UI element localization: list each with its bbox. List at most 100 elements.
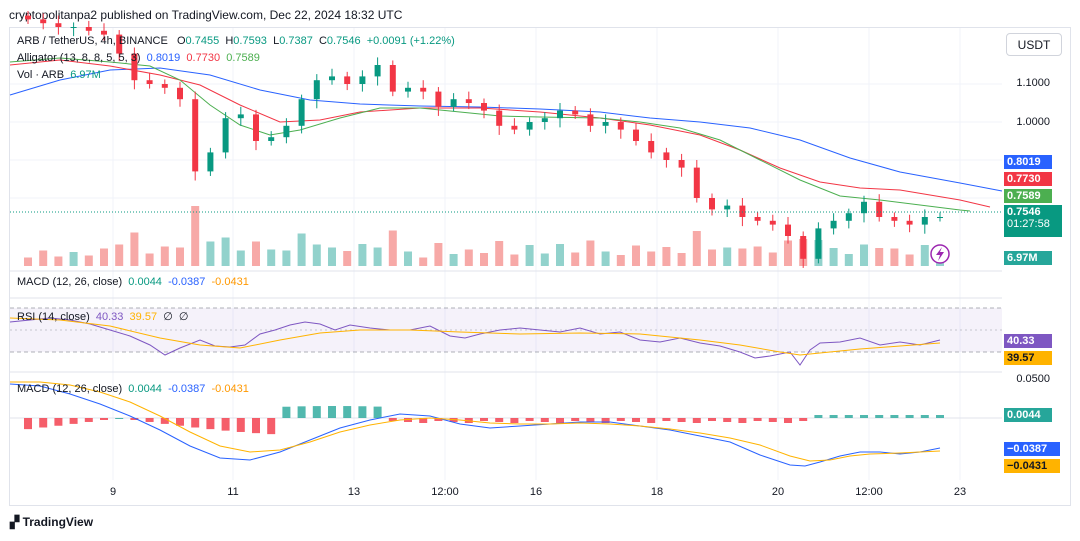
histogram-bar: [267, 418, 276, 435]
macd-hist-tag: 0.0044: [1004, 408, 1052, 422]
candle-body: [830, 220, 837, 229]
volume-bar: [677, 253, 686, 266]
candle-body: [891, 217, 898, 221]
candle-body: [161, 84, 168, 88]
tradingview-logo[interactable]: ▞ TradingView: [10, 515, 93, 529]
rsi-legend[interactable]: RSI (14, close) 40.33 39.57 ∅ ∅: [17, 311, 189, 323]
candle-body: [283, 125, 290, 138]
candle-body: [374, 65, 381, 77]
candle-body: [876, 201, 883, 217]
volume-bar: [84, 255, 93, 266]
volume-bar: [890, 248, 899, 266]
candle-body: [329, 76, 335, 81]
volume-bar: [480, 253, 488, 266]
candle-body: [648, 141, 655, 153]
volume-bar: [449, 254, 458, 266]
time-axis-label: 23: [953, 486, 967, 498]
histogram-bar: [768, 418, 777, 422]
macd-histogram: [24, 406, 944, 435]
volume-bar: [176, 247, 184, 266]
volume-bar: [419, 257, 428, 266]
volume-bar: [525, 245, 534, 266]
histogram-bar: [373, 406, 382, 418]
open-value: 0.7455: [185, 35, 220, 47]
volume-bar: [586, 240, 595, 266]
time-axis-label: 12:00: [431, 486, 459, 498]
volume-bar: [160, 246, 169, 266]
candle-body: [116, 34, 123, 54]
histogram-bar: [875, 415, 884, 418]
histogram-bar: [358, 406, 367, 418]
volume-bar: [920, 245, 929, 266]
candle-body: [420, 87, 427, 92]
histogram-bar: [662, 418, 671, 421]
teeth-price-tag: 0.7730: [1004, 172, 1052, 186]
volume-bar: [510, 254, 519, 266]
volume-bar: [708, 249, 716, 266]
histogram-bar: [510, 418, 519, 423]
jaw-price-tag: 0.8019: [1004, 155, 1052, 169]
volume-bar: [738, 248, 747, 266]
last-price: 0.7546: [1007, 206, 1041, 218]
histogram-bar: [860, 415, 868, 418]
volume-bar: [297, 233, 306, 266]
time-axis-label: 12:00: [855, 486, 883, 498]
histogram-bar: [404, 418, 412, 422]
volume-bar: [328, 247, 336, 266]
candle-body: [769, 220, 776, 225]
volume-bar: [358, 244, 367, 266]
candle-body: [511, 125, 518, 130]
volume-bar: [388, 230, 397, 266]
volume-bar: [54, 256, 63, 266]
histogram-bar: [571, 418, 580, 421]
symbol-legend[interactable]: ARB / TetherUS, 4h, BINANCE O0.7455 H0.7…: [17, 35, 455, 47]
histogram-bar: [708, 418, 716, 421]
volume-bar: [464, 249, 473, 266]
currency-button[interactable]: USDT: [1006, 33, 1062, 56]
candle-body: [101, 30, 107, 35]
volume-bar: [844, 254, 853, 266]
candle-body: [465, 99, 472, 103]
histogram-bar: [145, 418, 154, 422]
candle-body: [85, 27, 92, 31]
volume-legend[interactable]: Vol · ARB 6.97M: [17, 69, 101, 81]
histogram-bar: [784, 418, 792, 423]
close-value: 0.7546: [326, 35, 361, 47]
macd-legend-top[interactable]: MACD (12, 26, close) 0.0044 -0.0387 -0.0…: [17, 276, 249, 288]
macd-legend[interactable]: MACD (12, 26, close) 0.0044 -0.0387 -0.0…: [17, 383, 249, 395]
high-value: 0.7593: [233, 35, 267, 47]
candle-body: [526, 122, 533, 130]
signal-line: [10, 381, 941, 462]
candle-body: [298, 99, 305, 126]
alligator-jaw-line: [9, 67, 1003, 192]
candle-body: [602, 122, 609, 126]
time-axis-label: 16: [529, 486, 543, 498]
volume-bar: [647, 251, 656, 266]
candle-body: [587, 114, 594, 126]
volume-bar: [312, 244, 321, 266]
volume-bar: [434, 243, 443, 266]
volume-bar: [662, 247, 671, 266]
candle-body: [389, 65, 396, 92]
volume-bar: [145, 253, 154, 266]
candle-body: [253, 114, 259, 141]
volume-bar: [100, 248, 108, 266]
histogram-bar: [616, 418, 625, 421]
histogram-bar: [191, 418, 200, 428]
lips-price-tag: 0.7589: [1004, 189, 1052, 203]
histogram-bar: [601, 418, 610, 423]
candle-body: [222, 118, 229, 153]
volume-bar: [768, 252, 777, 266]
candle-body: [344, 76, 351, 84]
histogram-bar: [160, 418, 169, 424]
time-axis-label: 20: [771, 486, 785, 498]
publisher-header: cryptopolitanpa2 published on TradingVie…: [9, 8, 403, 22]
alligator-legend[interactable]: Alligator (13, 8, 8, 5, 5, 3) 0.8019 0.7…: [17, 52, 260, 64]
volume-bar: [692, 231, 701, 266]
histogram-bar: [419, 418, 428, 423]
histogram-bar: [753, 418, 762, 421]
lightning-icon[interactable]: [930, 244, 950, 264]
histogram-bar: [343, 406, 352, 418]
candle-body: [921, 217, 928, 225]
